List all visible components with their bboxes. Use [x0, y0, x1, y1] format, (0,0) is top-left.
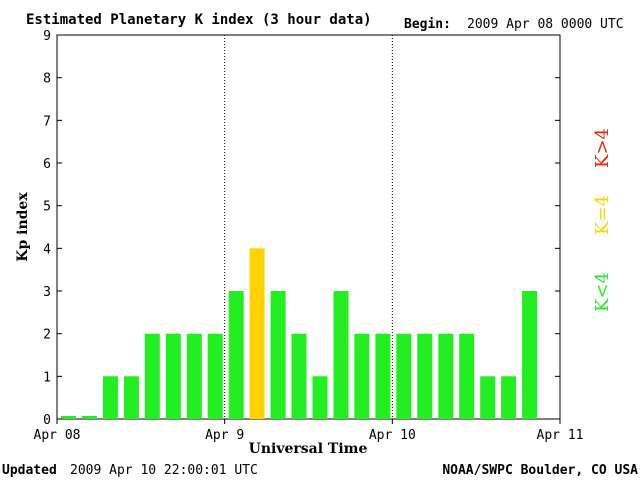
kp-bar: [438, 333, 454, 419]
y-tick-label: 9: [43, 29, 51, 44]
y-tick-label: 3: [43, 285, 51, 300]
y-axis-ticks: 0 1 2 3 4 5 6 7 8 9: [43, 29, 560, 428]
bar-series: [61, 248, 538, 419]
kp-bar: [82, 416, 97, 419]
legend-high: K>4: [592, 128, 613, 168]
y-axis-label: Kp index: [15, 192, 31, 262]
y-tick-label: 2: [43, 328, 51, 343]
kp-bar: [396, 333, 412, 419]
legend-low: K<4: [592, 272, 613, 312]
y-tick-label: 4: [43, 242, 51, 257]
y-tick-label: 1: [43, 370, 51, 385]
y-tick-label: 8: [43, 72, 51, 87]
x-axis-label: Universal Time: [249, 441, 368, 457]
plot-frame: [56, 34, 561, 420]
kp-bar: [333, 291, 349, 419]
kp-bar: [375, 333, 391, 419]
kp-bar: [61, 416, 76, 419]
y-tick-label: 7: [43, 114, 51, 129]
y-tick-label: 0: [43, 413, 51, 428]
updated-value: 2009 Apr 10 22:00:01 UTC: [70, 463, 258, 478]
kp-bar: [207, 333, 223, 419]
begin-label: Begin:: [404, 17, 451, 32]
updated-label: Updated: [2, 463, 57, 478]
kp-bar: [480, 376, 496, 419]
source-credit: NOAA/SWPC Boulder, CO USA: [442, 463, 638, 478]
x-tick-label: Apr 10: [369, 428, 416, 443]
x-tick-label: Apr 08: [34, 428, 81, 443]
legend-equal: K=4: [592, 195, 613, 235]
chart-title: Estimated Planetary K index (3 hour data…: [26, 12, 372, 28]
kp-bar: [291, 333, 307, 419]
kp-bar: [312, 376, 328, 419]
kp-bar: [165, 333, 181, 419]
begin-value: 2009 Apr 08 0000 UTC: [467, 17, 624, 32]
kp-bar: [102, 376, 118, 419]
kp-bar: [501, 376, 517, 419]
kp-bar: [123, 376, 139, 419]
kp-bar: [522, 291, 538, 419]
y-tick-label: 5: [43, 200, 51, 215]
x-axis-ticks: Apr 08 Apr 9 Apr 10 Apr 11: [34, 419, 584, 443]
kp-bar: [459, 333, 475, 419]
kp-bar: [186, 333, 202, 419]
x-tick-label: Apr 11: [537, 428, 584, 443]
kp-bar: [417, 333, 433, 419]
y-tick-label: 6: [43, 157, 51, 172]
kp-bar: [354, 333, 370, 419]
kp-bar: [144, 333, 160, 419]
x-tick-label: Apr 9: [205, 428, 244, 443]
kp-bar: [249, 248, 265, 419]
grid-lines: [224, 35, 393, 419]
kp-bar: [270, 291, 286, 419]
kp-bar: [228, 291, 244, 419]
